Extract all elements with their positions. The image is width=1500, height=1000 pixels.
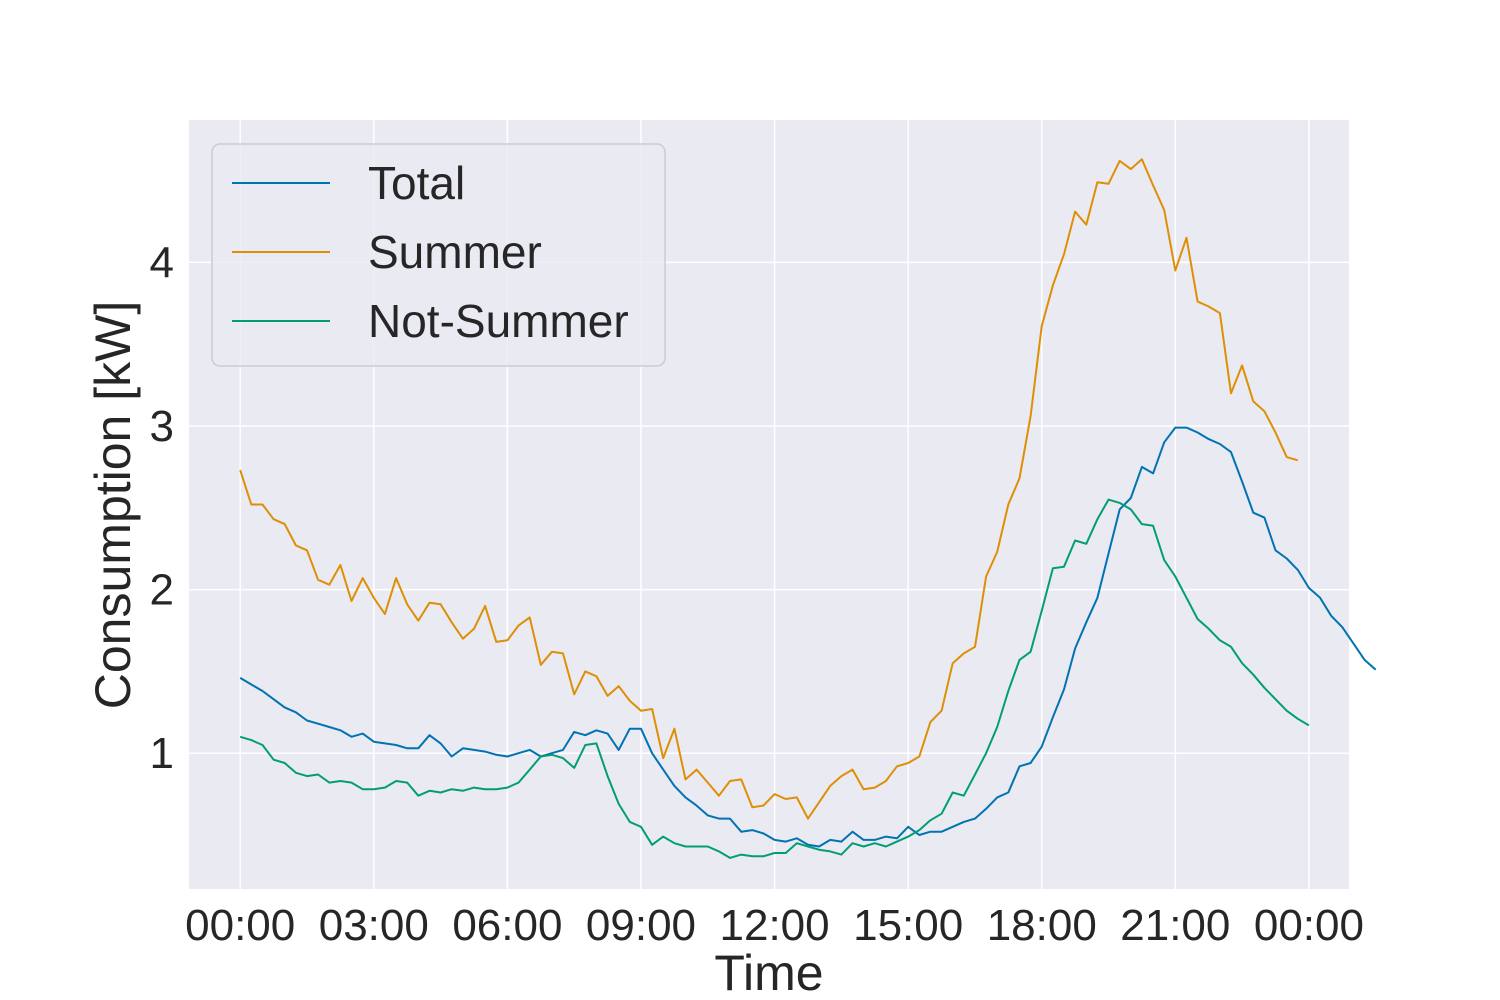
x-tick-label: 12:00 xyxy=(720,901,830,950)
y-axis-label: Consumption [kW] xyxy=(85,301,141,709)
y-tick-labels: 1 2 3 4 xyxy=(150,238,174,778)
y-tick-label: 2 xyxy=(150,566,174,615)
x-tick-label: 06:00 xyxy=(452,901,562,950)
x-axis-label: Time xyxy=(714,945,823,1000)
x-tick-label: 00:00 xyxy=(185,901,295,950)
y-tick-label: 1 xyxy=(150,729,174,778)
x-tick-label: 00:00 xyxy=(1254,901,1364,950)
x-tick-label: 18:00 xyxy=(987,901,1097,950)
legend: Total Summer Not-Summer xyxy=(211,143,666,367)
y-tick-label: 3 xyxy=(150,402,174,451)
legend-box xyxy=(211,143,666,367)
series-line-summer xyxy=(239,158,1299,820)
legend-label-total: Total xyxy=(368,157,465,209)
x-tick-labels: 00:00 03:00 06:00 09:00 12:00 15:00 18:00 21:00… xyxy=(185,901,1364,950)
series-lines xyxy=(239,158,1377,859)
x-tick-label: 15:00 xyxy=(853,901,963,950)
x-tick-label: 21:00 xyxy=(1120,901,1230,950)
x-tick-label: 03:00 xyxy=(319,901,429,950)
y-tick-label: 4 xyxy=(150,238,174,287)
series-line-not-summer xyxy=(239,498,1310,859)
legend-label-summer: Summer xyxy=(368,226,542,278)
legend-label-not-summer: Not-Summer xyxy=(368,295,629,347)
series-line-total xyxy=(239,426,1377,848)
x-tick-label: 09:00 xyxy=(586,901,696,950)
